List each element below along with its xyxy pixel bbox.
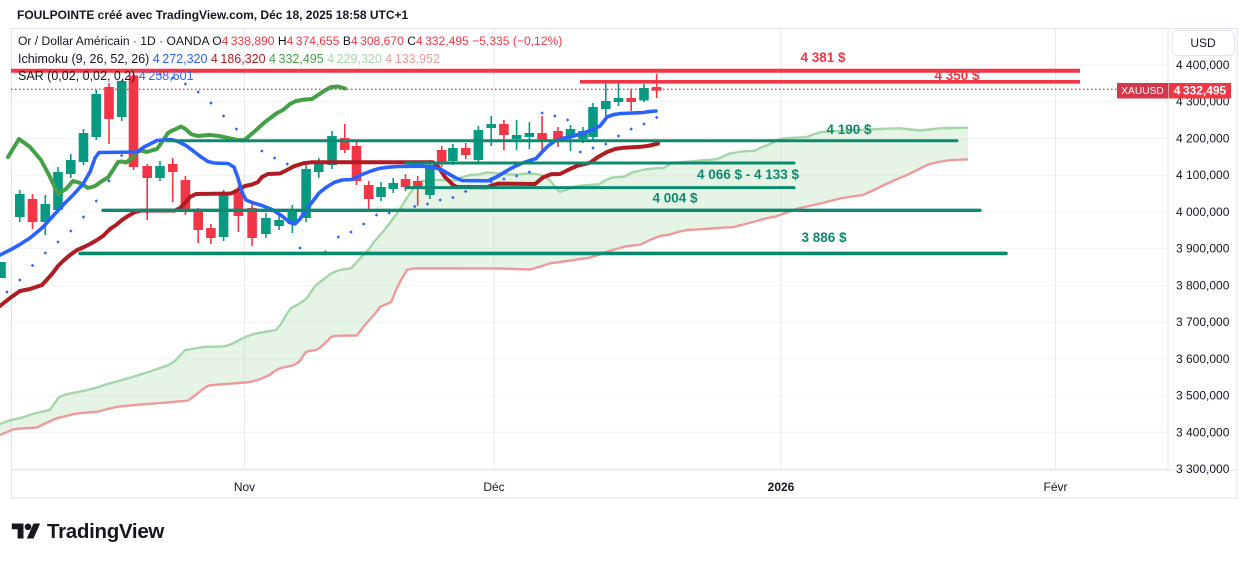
svg-text:4 381 $: 4 381 $ bbox=[800, 50, 846, 65]
svg-text:Déc: Déc bbox=[483, 480, 504, 494]
svg-text:4 004 $: 4 004 $ bbox=[652, 191, 698, 206]
svg-text:4 200,000: 4 200,000 bbox=[1176, 132, 1230, 146]
svg-text:4 400,000: 4 400,000 bbox=[1176, 58, 1230, 72]
svg-text:4 350 $: 4 350 $ bbox=[934, 68, 980, 83]
svg-text:3 800,000: 3 800,000 bbox=[1176, 278, 1230, 292]
svg-text:3 300,000: 3 300,000 bbox=[1176, 462, 1230, 476]
svg-text:4 190 $: 4 190 $ bbox=[826, 122, 872, 137]
svg-text:3 886 $: 3 886 $ bbox=[801, 230, 847, 245]
svg-text:Nov: Nov bbox=[234, 480, 255, 494]
svg-text:4 066 $ - 4 133 $: 4 066 $ - 4 133 $ bbox=[697, 167, 800, 182]
svg-text:3 600,000: 3 600,000 bbox=[1176, 352, 1230, 366]
svg-text:USD: USD bbox=[1190, 36, 1216, 50]
svg-text:Févr: Févr bbox=[1044, 480, 1068, 494]
svg-text:4 332,495: 4 332,495 bbox=[1174, 84, 1227, 98]
svg-text:2026: 2026 bbox=[768, 480, 795, 494]
svg-text:3 400,000: 3 400,000 bbox=[1176, 425, 1230, 439]
svg-text:3 500,000: 3 500,000 bbox=[1176, 389, 1230, 403]
svg-text:TradingView: TradingView bbox=[47, 520, 164, 543]
svg-text:4 000,000: 4 000,000 bbox=[1176, 205, 1230, 219]
svg-text:XAUUSD: XAUUSD bbox=[1121, 86, 1163, 97]
svg-text:3 900,000: 3 900,000 bbox=[1176, 242, 1230, 256]
svg-text:3 700,000: 3 700,000 bbox=[1176, 315, 1230, 329]
svg-text:4 100,000: 4 100,000 bbox=[1176, 168, 1230, 182]
